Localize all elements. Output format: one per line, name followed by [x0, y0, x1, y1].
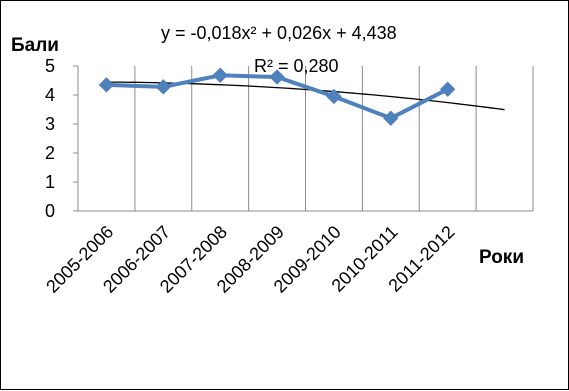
data-point: [98, 77, 115, 93]
data-point: [383, 110, 399, 126]
data-point: [439, 81, 456, 97]
data-point: [326, 88, 342, 105]
y-tick-label: 0: [45, 201, 55, 221]
y-tick-label: 5: [45, 56, 55, 76]
data-point: [212, 67, 228, 83]
data-point: [269, 69, 285, 85]
data-point: [155, 79, 172, 95]
y-tick-label: 3: [45, 114, 55, 134]
label-layer: Бали Роки y = -0,018x² + 0,026x + 4,438 …: [11, 23, 524, 297]
trendline-r2: R² = 0,280: [254, 56, 339, 76]
y-tick-label: 4: [45, 85, 55, 105]
axis-layer: [73, 65, 533, 212]
y-tick-label: 2: [45, 143, 55, 163]
series-layer: [98, 67, 456, 126]
x-axis-label: Роки: [479, 247, 524, 268]
y-axis-label: Бали: [11, 35, 59, 56]
grid-layer: [134, 66, 534, 211]
trendline-equation: y = -0,018x² + 0,026x + 4,438: [161, 23, 397, 43]
y-tick-label: 1: [45, 172, 55, 192]
